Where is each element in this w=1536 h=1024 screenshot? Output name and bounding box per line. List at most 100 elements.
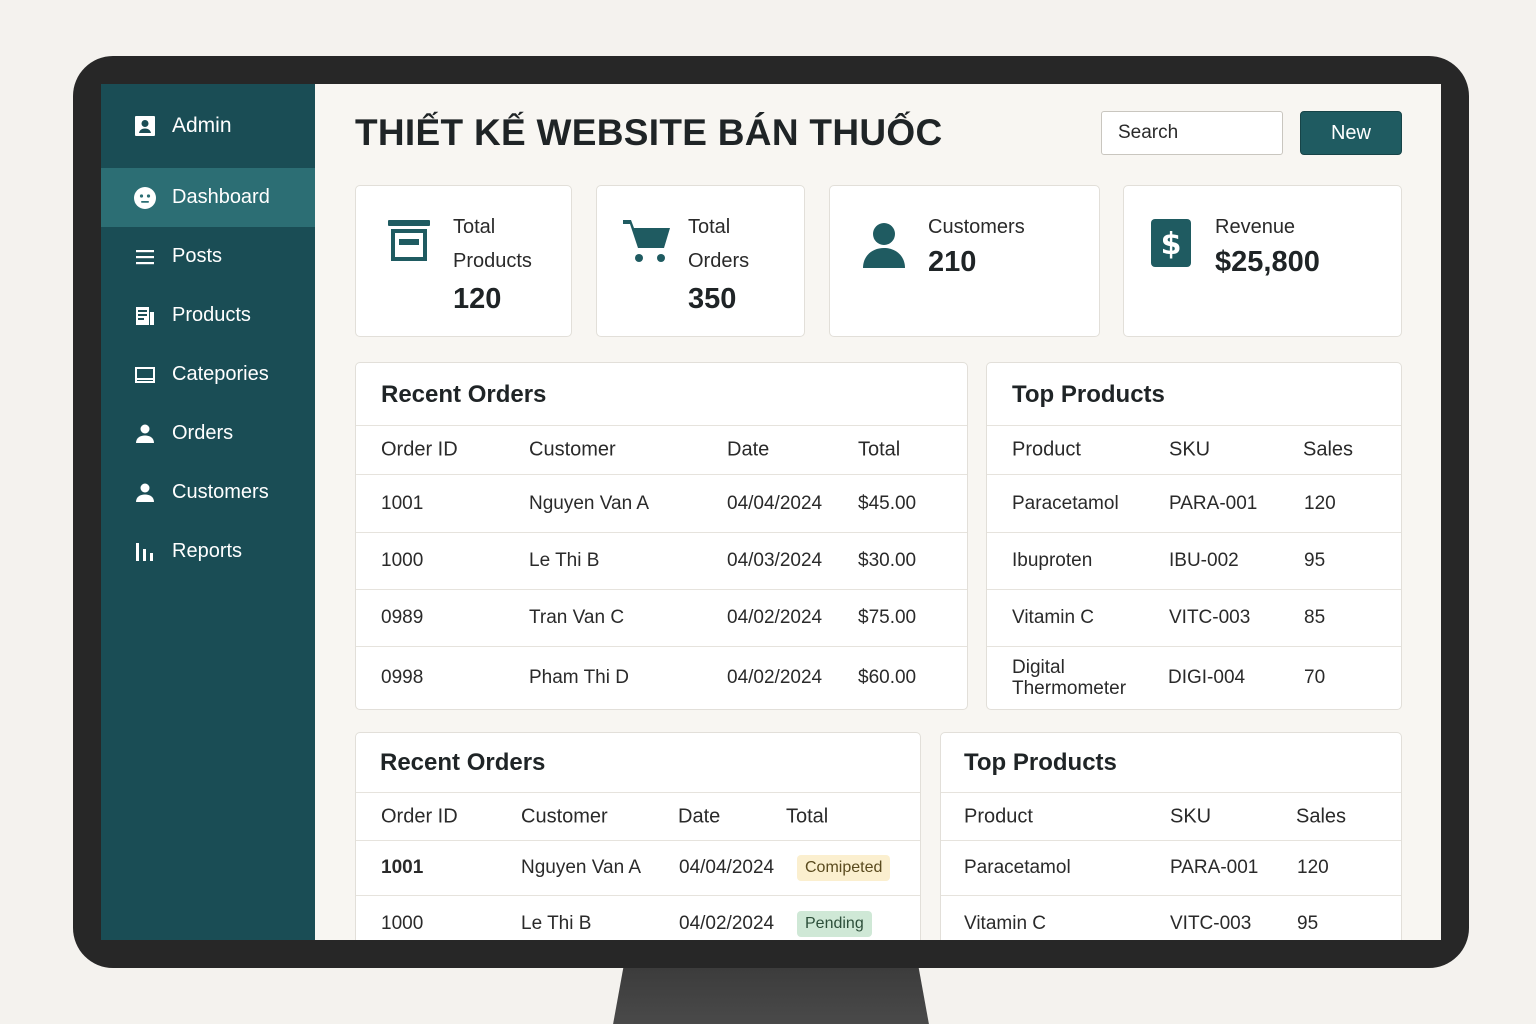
sidebar-item-dashboard[interactable]: Dashboard	[101, 168, 315, 227]
product-sku: DIGI-004	[1168, 667, 1246, 688]
column-header[interactable]: Total	[786, 805, 829, 827]
screen: Admin Dashboard Posts Products Cateporie…	[101, 84, 1441, 940]
column-header[interactable]: Sales	[1296, 805, 1347, 827]
column-header[interactable]: Product	[964, 805, 1033, 827]
table-header: Order ID Customer Date Total	[356, 425, 967, 475]
column-header[interactable]: Date	[678, 805, 721, 827]
sidebar-item-label: Products	[172, 304, 251, 326]
order-total: $30.00	[858, 550, 917, 571]
column-header[interactable]: Customer	[521, 805, 608, 827]
product-name: Paracetamol	[1012, 492, 1119, 514]
customer-name: Tran Van C	[529, 607, 625, 628]
stat-label: Total	[688, 216, 731, 238]
list-icon	[132, 244, 158, 270]
sidebar-item-label: Orders	[172, 422, 234, 444]
bar-chart-icon	[132, 539, 158, 565]
person-icon	[132, 480, 158, 506]
stat-card-revenue: $ Revenue $25,800	[1123, 185, 1402, 337]
dollar-icon: $	[1150, 218, 1192, 268]
shopping-cart-icon	[621, 216, 673, 268]
status-badge: Pending	[797, 911, 872, 937]
table-row[interactable]: Digital Thermometer DIGI-004 70	[987, 647, 1401, 709]
admin-label: Admin	[172, 114, 232, 137]
top-products-panel: Top Products Product SKU Sales Paracetam…	[986, 362, 1402, 710]
order-date: 04/03/2024	[727, 550, 823, 571]
user-icon	[860, 220, 908, 272]
stat-value: $25,800	[1215, 246, 1320, 278]
dashboard-icon	[132, 185, 158, 211]
table-row[interactable]: 1001 Nguyen Van A 04/04/2024 Comipeted	[356, 841, 920, 896]
sidebar-item-label: Catepories	[172, 363, 269, 385]
product-sku: IBU-002	[1169, 550, 1239, 571]
column-header[interactable]: Order ID	[381, 438, 458, 461]
table-row[interactable]: 0998 Pham Thi D 04/02/2024 $60.00	[356, 647, 967, 709]
order-date: 04/02/2024	[727, 607, 823, 628]
table-row[interactable]: Ibuproten IBU-002 95	[987, 533, 1401, 590]
table-row[interactable]: 1000 Le Thi B 04/02/2024 Pending	[356, 896, 920, 940]
product-sales: 85	[1304, 607, 1326, 628]
table-row[interactable]: Paracetamol PARA-001 120	[941, 841, 1401, 896]
product-sales: 120	[1297, 857, 1329, 878]
sidebar-item-categories[interactable]: Catepories	[101, 345, 315, 404]
order-id: 1000	[381, 913, 424, 934]
order-id: 1001	[381, 492, 424, 514]
product-sku: PARA-001	[1169, 492, 1258, 514]
table-row[interactable]: 1001 Nguyen Van A 04/04/2024 $45.00	[356, 475, 967, 533]
product-sales: 120	[1304, 492, 1336, 514]
order-id: 1000	[381, 550, 424, 571]
stat-label: Orders	[688, 250, 750, 272]
order-id: 1001	[381, 857, 424, 878]
sidebar-item-reports[interactable]: Reports	[101, 522, 315, 581]
stat-card-total-products: Total Products 120	[355, 185, 572, 337]
sidebar-item-customers[interactable]: Customers	[101, 463, 315, 522]
order-date: 04/02/2024	[679, 913, 775, 934]
sidebar-item-products[interactable]: Products	[101, 286, 315, 345]
stat-label: Products	[453, 250, 532, 272]
main-content: THIẾT KẾ WEBSITE BÁN THUỐC New Total Pro…	[315, 84, 1441, 940]
column-header[interactable]: Customer	[529, 438, 616, 461]
stat-value: 350	[688, 283, 737, 315]
panel-title: Recent Orders	[381, 381, 547, 408]
panel-title: Top Products	[964, 749, 1117, 776]
customer-name: Pham Thi D	[529, 667, 629, 688]
customer-name: Le Thi B	[529, 550, 600, 571]
sidebar: Admin Dashboard Posts Products Cateporie…	[101, 84, 315, 940]
product-name: Ibuproten	[1012, 550, 1093, 571]
svg-text:$: $	[1161, 227, 1182, 262]
new-button[interactable]: New	[1300, 111, 1402, 155]
table-row[interactable]: Vitamin C VITC-003 95	[941, 896, 1401, 940]
order-total: $45.00	[858, 492, 917, 514]
table-row[interactable]: 0989 Tran Van C 04/02/2024 $75.00	[356, 590, 967, 647]
stat-card-customers: Customers 210	[829, 185, 1100, 337]
table-row[interactable]: Paracetamol PARA-001 120	[987, 475, 1401, 533]
column-header[interactable]: SKU	[1169, 438, 1211, 461]
order-date: 04/02/2024	[727, 667, 823, 688]
product-sales: 70	[1304, 667, 1326, 688]
stat-value: 210	[928, 246, 977, 278]
column-header[interactable]: Date	[727, 438, 770, 461]
order-id: 0989	[381, 607, 424, 628]
table-row[interactable]: 1000 Le Thi B 04/03/2024 $30.00	[356, 533, 967, 590]
card-icon	[132, 362, 158, 388]
product-sku: PARA-001	[1170, 857, 1259, 878]
column-header[interactable]: Product	[1012, 438, 1081, 461]
recent-orders-panel-status: Recent Orders Order ID Customer Date Tot…	[355, 732, 921, 940]
order-total: $75.00	[858, 607, 917, 628]
customer-name: Le Thi B	[521, 913, 592, 934]
column-header[interactable]: SKU	[1170, 805, 1212, 827]
table-row[interactable]: Vitamin C VITC-003 85	[987, 590, 1401, 647]
sidebar-admin[interactable]: Admin	[101, 84, 315, 168]
product-sales: 95	[1304, 550, 1326, 571]
admin-avatar-icon	[132, 113, 158, 139]
column-header[interactable]: Sales	[1303, 438, 1354, 461]
table-header: Order ID Customer Date Total	[356, 792, 920, 841]
sidebar-item-label: Customers	[172, 481, 269, 503]
order-id: 0998	[381, 667, 424, 688]
sidebar-item-orders[interactable]: Orders	[101, 404, 315, 463]
document-icon	[132, 303, 158, 329]
sidebar-item-posts[interactable]: Posts	[101, 227, 315, 286]
column-header[interactable]: Order ID	[381, 805, 458, 827]
search-input[interactable]	[1101, 111, 1283, 155]
column-header[interactable]: Total	[858, 438, 901, 461]
person-icon	[132, 421, 158, 447]
